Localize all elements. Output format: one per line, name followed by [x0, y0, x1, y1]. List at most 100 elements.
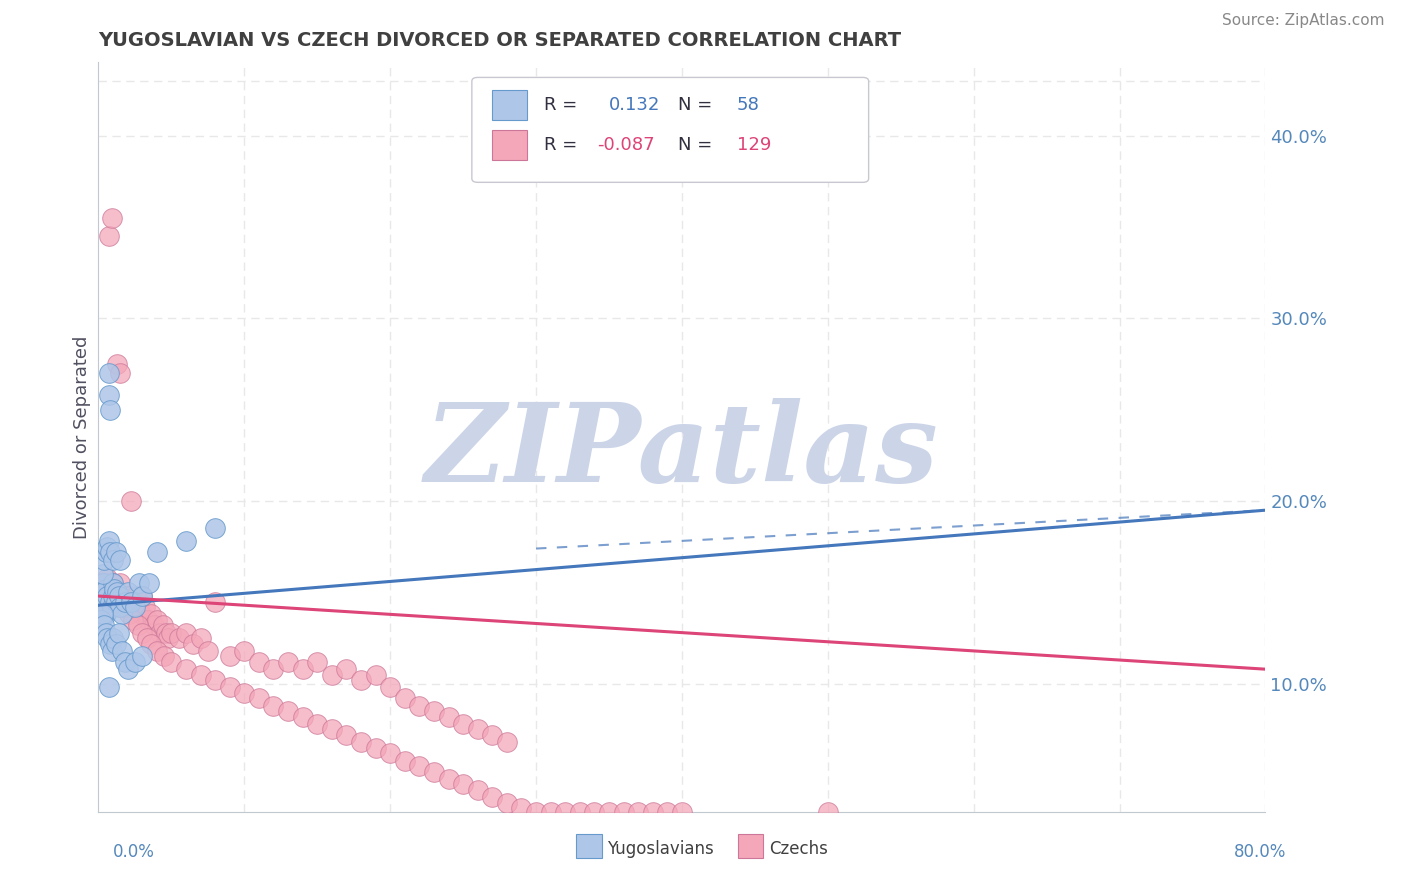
- Point: [96, 604, 118, 618]
- Text: -0.087: -0.087: [596, 136, 654, 153]
- Point: [104, 582, 127, 596]
- Point: [233, 644, 256, 658]
- Point: [135, 631, 157, 645]
- Point: [364, 740, 387, 755]
- Text: Source: ZipAtlas.com: Source: ZipAtlas.com: [1222, 13, 1385, 29]
- Point: [125, 589, 148, 603]
- Point: [496, 796, 519, 810]
- Point: [96, 540, 118, 554]
- Text: R =: R =: [544, 96, 578, 114]
- Point: [101, 589, 124, 603]
- Point: [98, 589, 121, 603]
- Point: [100, 211, 122, 225]
- Point: [94, 589, 117, 603]
- Point: [111, 594, 134, 608]
- Point: [115, 600, 138, 615]
- Point: [104, 637, 127, 651]
- Point: [105, 357, 128, 371]
- Point: [139, 637, 162, 651]
- Point: [98, 600, 121, 615]
- Point: [218, 681, 240, 695]
- Point: [218, 649, 240, 664]
- Point: [152, 618, 174, 632]
- Text: Czechs: Czechs: [769, 840, 828, 858]
- Point: [380, 681, 402, 695]
- Point: [129, 607, 152, 622]
- Point: [167, 631, 190, 645]
- Point: [307, 655, 329, 669]
- Point: [124, 655, 146, 669]
- Point: [97, 366, 120, 380]
- Point: [583, 805, 606, 819]
- Point: [91, 607, 114, 622]
- Point: [423, 764, 446, 779]
- Point: [94, 545, 117, 559]
- Point: [451, 777, 474, 791]
- Point: [451, 717, 474, 731]
- Point: [554, 805, 576, 819]
- Point: [657, 805, 679, 819]
- Point: [93, 600, 115, 615]
- Point: [108, 625, 131, 640]
- Point: [128, 600, 150, 615]
- FancyBboxPatch shape: [492, 90, 527, 120]
- Point: [127, 604, 149, 618]
- Point: [321, 723, 343, 737]
- Text: 58: 58: [737, 96, 759, 114]
- Point: [122, 613, 145, 627]
- Text: N =: N =: [679, 96, 713, 114]
- Point: [101, 631, 124, 645]
- Point: [127, 618, 149, 632]
- Point: [481, 728, 503, 742]
- Point: [134, 600, 156, 615]
- Point: [93, 600, 115, 615]
- Point: [157, 631, 180, 645]
- Point: [91, 576, 114, 591]
- Point: [110, 576, 132, 591]
- Point: [277, 655, 299, 669]
- Point: [139, 607, 162, 622]
- Point: [91, 594, 114, 608]
- Point: [160, 655, 183, 669]
- Point: [190, 667, 212, 681]
- Point: [103, 589, 125, 603]
- Point: [97, 534, 120, 549]
- Point: [174, 662, 197, 676]
- Point: [97, 681, 120, 695]
- Point: [190, 631, 212, 645]
- Point: [97, 594, 120, 608]
- Text: YUGOSLAVIAN VS CZECH DIVORCED OR SEPARATED CORRELATION CHART: YUGOSLAVIAN VS CZECH DIVORCED OR SEPARAT…: [98, 30, 901, 50]
- Point: [94, 576, 117, 591]
- Point: [350, 673, 373, 687]
- Point: [91, 576, 114, 591]
- Point: [510, 801, 533, 815]
- Point: [100, 644, 122, 658]
- Point: [671, 805, 693, 819]
- Point: [104, 594, 127, 608]
- Point: [335, 662, 357, 676]
- Point: [101, 576, 124, 591]
- Point: [146, 644, 169, 658]
- Point: [247, 691, 270, 706]
- Point: [380, 746, 402, 760]
- Point: [524, 805, 547, 819]
- Point: [114, 594, 136, 608]
- Point: [117, 662, 139, 676]
- Point: [94, 582, 117, 596]
- Point: [291, 709, 314, 723]
- Text: 0.132: 0.132: [609, 96, 659, 114]
- Point: [350, 735, 373, 749]
- Point: [112, 589, 135, 603]
- Point: [94, 594, 117, 608]
- Point: [105, 589, 128, 603]
- Point: [146, 545, 169, 559]
- Point: [136, 613, 159, 627]
- Point: [174, 625, 197, 640]
- Point: [540, 805, 562, 819]
- Point: [111, 644, 134, 658]
- Point: [247, 655, 270, 669]
- Point: [197, 644, 219, 658]
- Point: [105, 585, 128, 599]
- Point: [94, 625, 117, 640]
- Text: Yugoslavians: Yugoslavians: [607, 840, 714, 858]
